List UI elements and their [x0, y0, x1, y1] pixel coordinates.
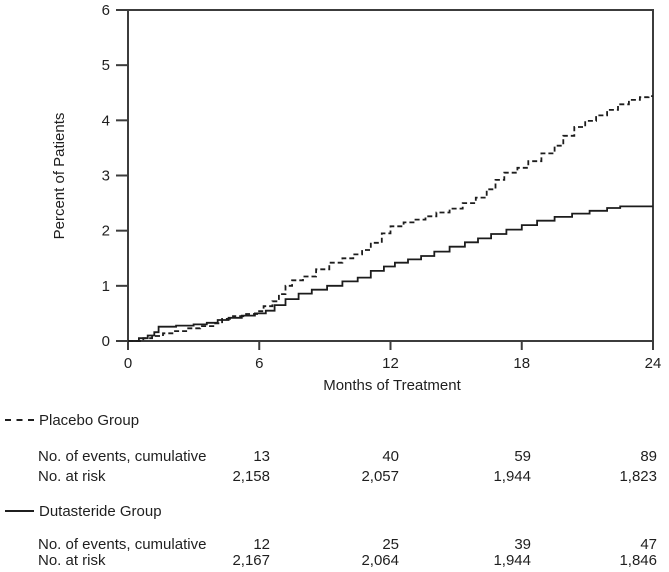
x-tick-label: 24 [645, 355, 662, 372]
y-tick-label: 4 [102, 112, 110, 129]
row-label-at-risk: No. at risk [38, 468, 106, 485]
cell-value: 1,823 [619, 468, 657, 485]
y-tick-label: 5 [102, 57, 110, 74]
dashed-line-swatch [5, 419, 34, 421]
cell-value: 25 [382, 536, 399, 553]
legend-item-placebo: Placebo Group [5, 411, 139, 429]
cell-value: 39 [514, 536, 531, 553]
table-row: No. of events, cumulative 12 25 39 47 [0, 536, 669, 554]
x-tick-label: 18 [513, 355, 530, 372]
legend-label-placebo: Placebo Group [39, 411, 140, 429]
y-tick-label: 0 [102, 333, 110, 350]
table-row: No. at risk 2,167 2,064 1,944 1,846 [0, 552, 669, 570]
y-tick-label: 6 [102, 2, 110, 19]
legend-label-dutasteride: Dutasteride Group [39, 502, 162, 520]
y-tick-label: 2 [102, 223, 110, 240]
row-label-events: No. of events, cumulative [38, 448, 207, 465]
row-label-at-risk: No. at risk [38, 552, 106, 569]
x-tick-label: 12 [382, 355, 399, 372]
cell-value: 1,944 [493, 468, 531, 485]
solid-line-swatch [5, 510, 34, 512]
cell-value: 40 [382, 448, 399, 465]
cell-value: 2,158 [232, 468, 270, 485]
table-row: No. of events, cumulative 13 40 59 89 [0, 448, 669, 466]
cell-value: 59 [514, 448, 531, 465]
x-axis-title: Months of Treatment [323, 377, 461, 394]
cell-value: 2,167 [232, 552, 270, 569]
cell-value: 13 [253, 448, 270, 465]
curves-layer [128, 95, 653, 342]
cell-value: 89 [640, 448, 657, 465]
cell-value: 47 [640, 536, 657, 553]
cell-value: 2,064 [361, 552, 399, 569]
legend-item-dutasteride: Dutasteride Group [5, 502, 162, 520]
dutasteride-group-curve [128, 205, 653, 342]
cell-value: 1,944 [493, 552, 531, 569]
y-axis-title: Percent of Patients [51, 113, 68, 240]
cell-value: 12 [253, 536, 270, 553]
row-label-events: No. of events, cumulative [38, 536, 207, 553]
y-tick-label: 1 [102, 278, 110, 295]
x-tick-label: 6 [255, 355, 263, 372]
placebo-group-curve [128, 95, 653, 342]
cell-value: 2,057 [361, 468, 399, 485]
cell-value: 1,846 [619, 552, 657, 569]
table-row: No. at risk 2,158 2,057 1,944 1,823 [0, 468, 669, 486]
y-tick-label: 3 [102, 168, 110, 185]
x-tick-label: 0 [124, 355, 132, 372]
